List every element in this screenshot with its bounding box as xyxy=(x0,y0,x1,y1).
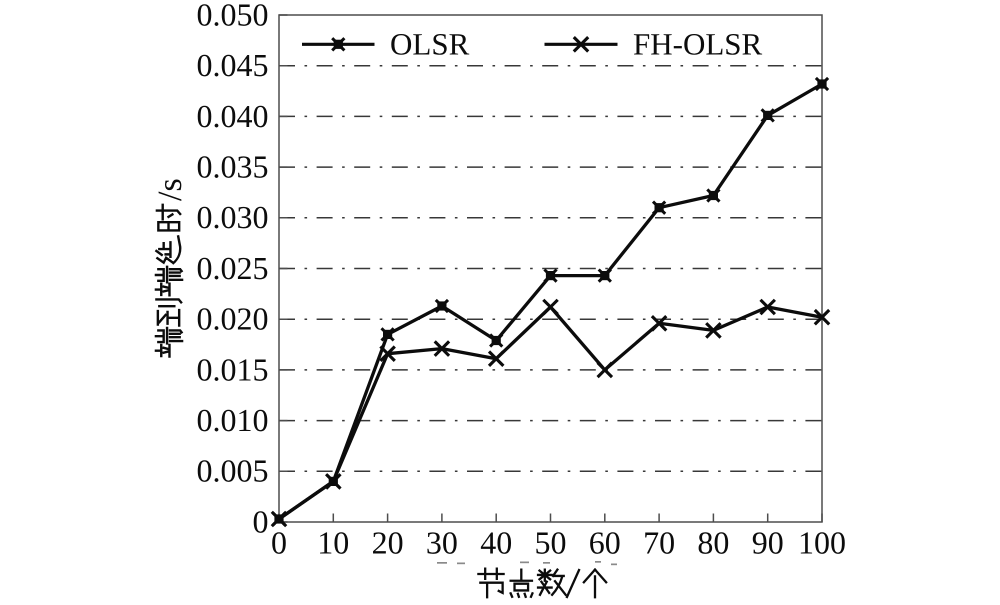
svg-text:20: 20 xyxy=(372,525,404,561)
svg-text:0: 0 xyxy=(253,503,269,539)
svg-text:0.015: 0.015 xyxy=(197,351,269,387)
svg-text:40: 40 xyxy=(480,525,512,561)
svg-text:0.020: 0.020 xyxy=(197,301,269,337)
svg-text:FH-OLSR: FH-OLSR xyxy=(633,27,763,62)
svg-text:80: 80 xyxy=(697,525,729,561)
svg-text:30: 30 xyxy=(426,525,458,561)
svg-text:100: 100 xyxy=(798,525,846,561)
svg-text:10: 10 xyxy=(317,525,349,561)
svg-text:0.035: 0.035 xyxy=(197,149,269,185)
svg-text:0.045: 0.045 xyxy=(197,47,269,83)
svg-text:OLSR: OLSR xyxy=(390,27,470,62)
svg-text:0: 0 xyxy=(271,525,287,561)
svg-text:0.030: 0.030 xyxy=(197,199,269,235)
svg-text:0.040: 0.040 xyxy=(197,98,269,134)
svg-text:90: 90 xyxy=(752,525,784,561)
svg-text:0.005: 0.005 xyxy=(197,453,269,489)
svg-text:0.025: 0.025 xyxy=(197,250,269,286)
svg-text:0.010: 0.010 xyxy=(197,402,269,438)
svg-text:0.050: 0.050 xyxy=(197,0,269,32)
svg-text:/s: /s xyxy=(152,178,189,201)
svg-text:50: 50 xyxy=(535,525,567,561)
svg-text:70: 70 xyxy=(643,525,675,561)
svg-text:60: 60 xyxy=(589,525,621,561)
